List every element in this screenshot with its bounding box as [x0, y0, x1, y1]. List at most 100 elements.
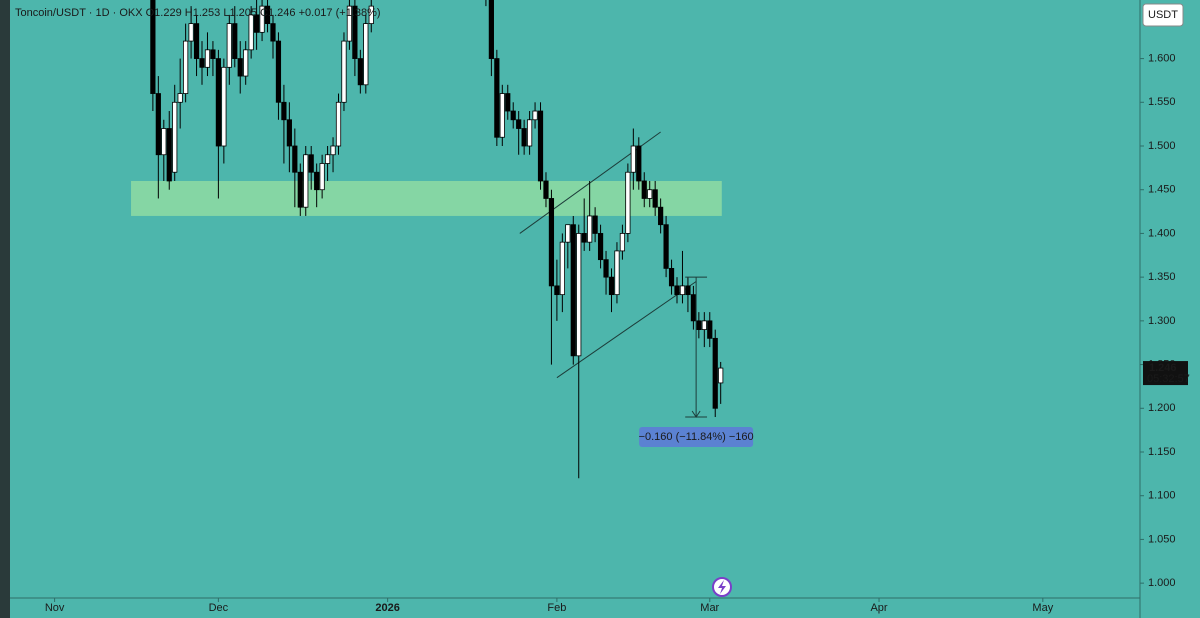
candle-body — [264, 5, 271, 25]
candle-body — [559, 241, 565, 296]
candle-body — [346, 5, 353, 42]
candle-body — [516, 119, 522, 129]
candle-body — [707, 320, 713, 339]
candle-body — [521, 128, 527, 147]
candle-body — [254, 14, 260, 33]
candle-body — [248, 14, 254, 51]
candle-body — [188, 23, 194, 42]
candle-body — [363, 23, 369, 86]
currency-button[interactable] — [1142, 3, 1184, 27]
candle-body — [303, 154, 309, 208]
y-tick-label: 1.150 — [1148, 446, 1176, 458]
left-border — [0, 0, 10, 618]
y-tick-label: 1.000 — [1148, 577, 1176, 589]
header-change: +0.017 (+1.38%) — [299, 7, 381, 19]
candle-body — [150, 0, 156, 94]
candle-body — [630, 145, 636, 173]
candle-body — [532, 110, 538, 121]
x-tick-label: Mar — [700, 602, 719, 614]
candle-body — [193, 23, 200, 59]
y-tick-label: 1.550 — [1148, 96, 1176, 108]
candle-body — [204, 49, 211, 68]
candle-body — [232, 23, 238, 59]
candle-body — [286, 119, 292, 147]
candle-body — [499, 93, 505, 138]
candle-body — [352, 5, 358, 59]
x-tick-label: 2026 — [375, 602, 399, 614]
candle-body — [526, 119, 533, 147]
candle-body — [166, 128, 172, 182]
currency[interactable]: USDT — [1148, 9, 1178, 21]
candle-body — [674, 285, 680, 296]
candle-body — [308, 154, 314, 173]
x-tick-label: Apr — [870, 602, 887, 614]
candle-body — [701, 320, 707, 330]
candle-body — [576, 233, 582, 357]
candle-body — [603, 259, 609, 278]
y-tick-label: 1.600 — [1148, 52, 1176, 64]
measure-arrowhead — [691, 410, 701, 418]
candle-body — [505, 93, 511, 112]
y-tick-label: 1.500 — [1148, 140, 1176, 152]
plot-area: −0.160 (−11.84%) −160 — [131, 0, 754, 479]
candle-body — [652, 189, 658, 208]
candle-body — [592, 215, 598, 234]
support-zone — [131, 180, 722, 216]
candle-body — [597, 233, 604, 261]
y-tick-label: 1.400 — [1148, 227, 1176, 239]
header-close: C1.246 — [260, 7, 295, 19]
x-tick-label: Nov — [45, 602, 65, 614]
candle-body — [510, 110, 516, 121]
candle-body — [537, 110, 544, 182]
candle-body — [259, 5, 265, 33]
candle-body — [292, 145, 298, 173]
candle-body — [668, 268, 675, 287]
candle-body — [357, 58, 363, 86]
candle-body — [270, 23, 276, 42]
header-low: L1.205 — [223, 7, 257, 19]
candle-body — [494, 58, 500, 138]
candle-body — [718, 367, 724, 384]
candle-body — [221, 66, 227, 147]
x-tick-label: Feb — [547, 602, 566, 614]
candle-body — [625, 171, 631, 234]
candle-body — [275, 40, 282, 103]
y-tick-label: 1.200 — [1148, 402, 1176, 414]
candle-body — [199, 58, 205, 68]
candle-body — [679, 285, 686, 296]
flash-glyph — [718, 580, 726, 594]
candle-body — [297, 171, 303, 208]
candle-body — [647, 189, 653, 199]
last-price: 1.246 — [1149, 362, 1177, 374]
candle-body — [324, 154, 331, 164]
candle-body — [161, 128, 167, 156]
candle-body — [215, 58, 221, 147]
candle-body — [614, 250, 620, 296]
candle-body — [237, 58, 243, 77]
candle-body — [543, 180, 549, 199]
candle-body — [177, 93, 183, 103]
candle-body — [685, 285, 691, 296]
x-tick-label: Dec — [209, 602, 229, 614]
candle-body — [636, 145, 642, 182]
candle-body — [587, 215, 593, 243]
candle-body — [335, 101, 342, 147]
measure-label-box — [639, 427, 754, 448]
candle-body — [368, 5, 374, 25]
candle-body — [696, 320, 702, 330]
candle-body — [319, 163, 325, 191]
candle-body — [243, 49, 249, 77]
measure-label: −0.160 (−11.84%) −160 — [639, 431, 754, 443]
y-tick-label: 1.050 — [1148, 533, 1176, 545]
y-tick-label: 1.100 — [1148, 490, 1176, 502]
candle-body — [183, 40, 189, 94]
candle-body — [658, 206, 664, 226]
header-open: O1.229 — [146, 7, 182, 19]
candle-body — [341, 40, 347, 103]
header-high: H1.253 — [185, 7, 220, 19]
candle-body — [663, 224, 669, 269]
candle-body — [155, 93, 161, 156]
candle-body — [690, 294, 696, 322]
